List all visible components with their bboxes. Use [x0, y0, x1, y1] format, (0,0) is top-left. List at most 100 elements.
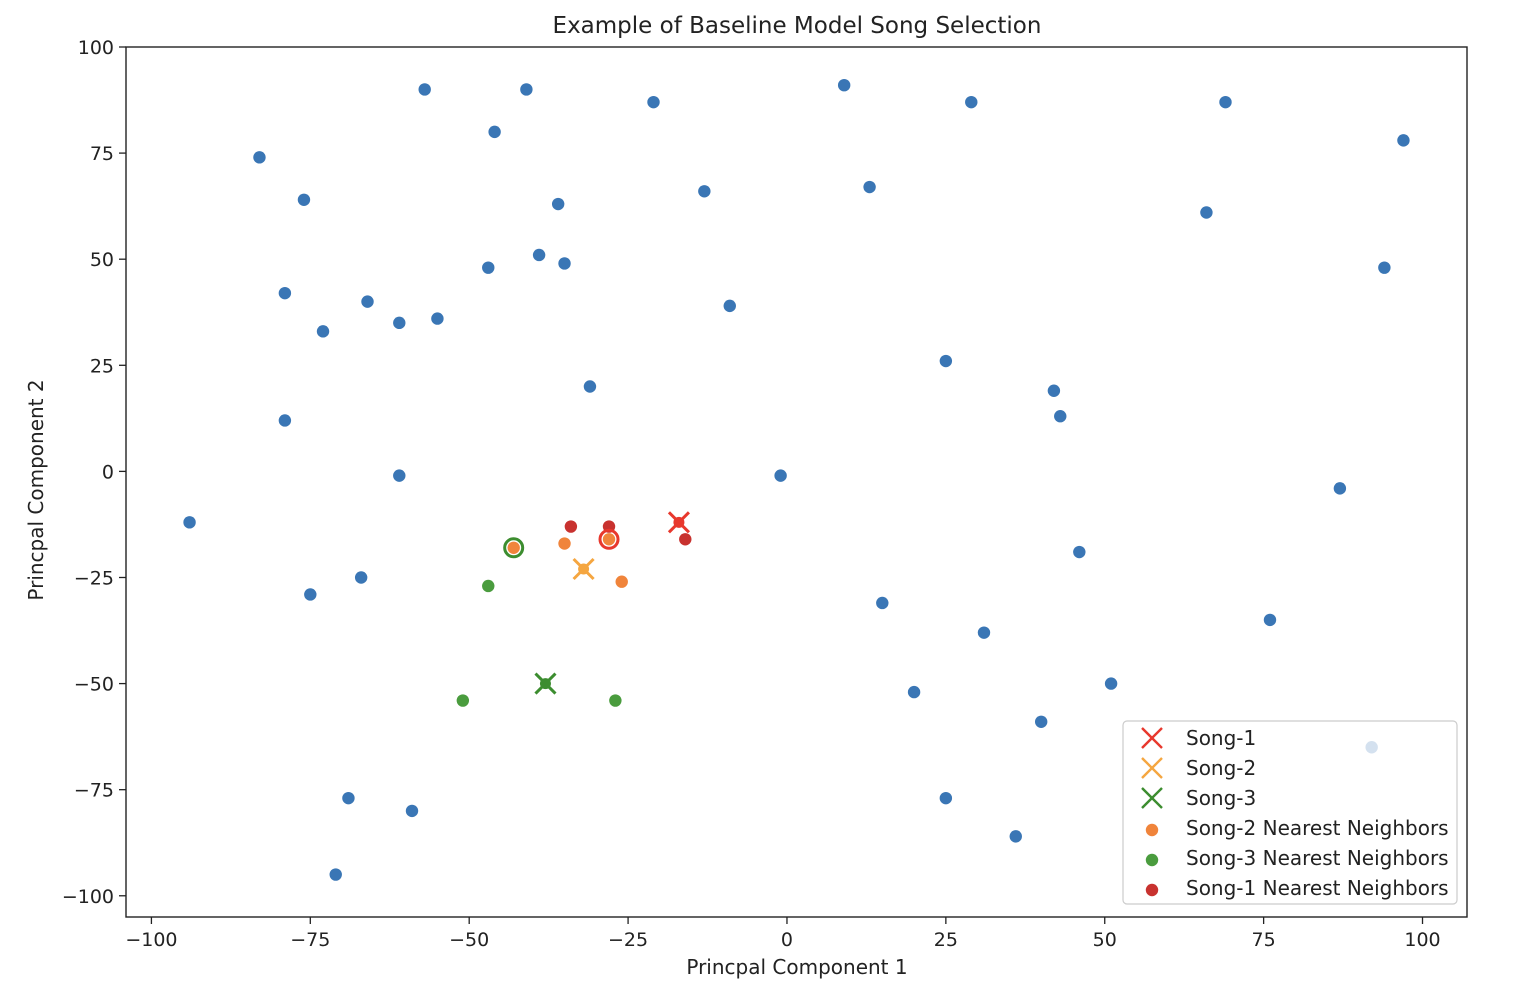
axes: −100 −75 −50 −25 0 25 50 75 100 −100 −75 −50 −25 0 25 5… — [62, 37, 1468, 951]
plot-area — [183, 78, 1410, 881]
legend-marker-song-3 — [1141, 787, 1163, 809]
data-point — [405, 804, 419, 818]
data-point — [520, 83, 533, 96]
x-tick-label: −75 — [290, 929, 330, 951]
data-point — [1263, 613, 1277, 627]
data-point — [329, 868, 342, 881]
data-point — [316, 325, 330, 338]
neighbor-point — [558, 537, 571, 550]
y-tick-label: 75 — [90, 143, 114, 165]
x-tick-label: 100 — [1404, 929, 1440, 951]
data-point — [393, 469, 406, 482]
data-point — [647, 95, 660, 109]
song-marker-center — [673, 516, 685, 528]
song-marker-center — [539, 678, 551, 690]
x-tick-label: −100 — [125, 929, 177, 951]
data-point — [297, 193, 311, 206]
data-point — [278, 414, 292, 427]
data-point — [863, 180, 876, 194]
data-point — [583, 380, 597, 393]
data-point — [1219, 95, 1232, 109]
legend-marker-song-3-nearest-neighbors — [1145, 853, 1159, 867]
data-point — [965, 95, 978, 109]
data-point — [393, 316, 406, 330]
data-point — [354, 571, 368, 584]
neighbor-point — [564, 520, 578, 533]
y-tick-label: −50 — [74, 674, 114, 696]
data-point — [723, 299, 736, 313]
plot-frame — [125, 46, 1468, 918]
neighbor-point — [609, 694, 622, 707]
data-point — [482, 261, 495, 274]
chart-title: Example of Baseline Model Song Selection — [553, 13, 1042, 39]
data-point — [342, 791, 355, 805]
legend-marker-song-2-nearest-neighbors — [1145, 823, 1159, 837]
y-tick-label: 25 — [90, 355, 114, 377]
data-point — [1397, 134, 1410, 147]
x-tick-label: 0 — [781, 929, 793, 951]
legend-marker-song-2 — [1141, 757, 1163, 779]
song-ring-marker — [598, 528, 620, 550]
data-point — [1104, 677, 1118, 690]
data-point — [1054, 410, 1067, 423]
data-point — [1034, 715, 1048, 728]
song-ring-marker — [503, 537, 525, 559]
legend-marker-song-3-stroke-b — [1141, 787, 1163, 809]
legend-label: Song-2 — [1186, 756, 1256, 780]
data-point — [1378, 261, 1391, 274]
data-point — [1073, 545, 1086, 559]
y-tick-label: −25 — [74, 567, 114, 589]
legend-marker-song-2-stroke-b — [1141, 757, 1163, 779]
x-axis-label: Princpal Component 1 — [686, 955, 907, 979]
legend: Song-1 Song-2 Song-3 Song-2 Nearest Neighbo… — [1122, 720, 1458, 905]
data-point — [253, 151, 266, 164]
legend-label: Song-3 Nearest Neighbors — [1186, 846, 1449, 870]
legend-marker-song-1 — [1141, 727, 1163, 749]
x-tick-label: 50 — [1093, 929, 1117, 951]
data-point — [532, 248, 546, 262]
legend-label: Song-1 Nearest Neighbors — [1186, 876, 1449, 900]
neighbor-point — [456, 694, 470, 707]
data-point — [551, 197, 565, 211]
faded-data-point — [1365, 741, 1378, 754]
neighbor-point — [615, 575, 628, 588]
data-point — [907, 685, 921, 699]
legend-label: Song-3 — [1186, 786, 1256, 810]
data-point — [698, 185, 711, 198]
legend-box — [1122, 720, 1458, 905]
data-point — [837, 78, 851, 92]
y-tick-label: −75 — [74, 780, 114, 802]
data-point — [1333, 482, 1347, 495]
legend-label: Song-2 Nearest Neighbors — [1186, 816, 1449, 840]
data-point — [361, 295, 374, 308]
data-point — [418, 83, 431, 96]
data-point — [1200, 206, 1213, 219]
neighbor-point — [507, 541, 520, 554]
neighbor-point — [602, 533, 616, 546]
y-tick-label: 100 — [78, 37, 114, 59]
legend-marker-song-1-nearest-neighbors — [1145, 883, 1159, 897]
data-point — [558, 257, 571, 270]
song-marker-center — [578, 563, 590, 575]
y-tick-label: −100 — [62, 886, 114, 908]
y-axis-label: Princpal Component 2 — [24, 379, 48, 600]
data-point — [1009, 830, 1022, 843]
data-point — [876, 596, 889, 610]
data-point — [488, 125, 501, 139]
x-tick-label: 75 — [1252, 929, 1276, 951]
x-tick-label: 25 — [934, 929, 958, 951]
data-point — [431, 312, 444, 325]
data-point — [939, 791, 953, 805]
neighbor-point — [482, 579, 495, 593]
data-point — [977, 626, 991, 639]
x-tick-label: −25 — [608, 929, 648, 951]
data-point — [304, 588, 317, 601]
y-tick-label: 50 — [90, 249, 114, 271]
neighbor-point — [679, 533, 692, 546]
data-point — [774, 469, 787, 482]
data-point — [183, 516, 196, 529]
x-tick-label: −50 — [449, 929, 489, 951]
data-point — [939, 354, 953, 368]
